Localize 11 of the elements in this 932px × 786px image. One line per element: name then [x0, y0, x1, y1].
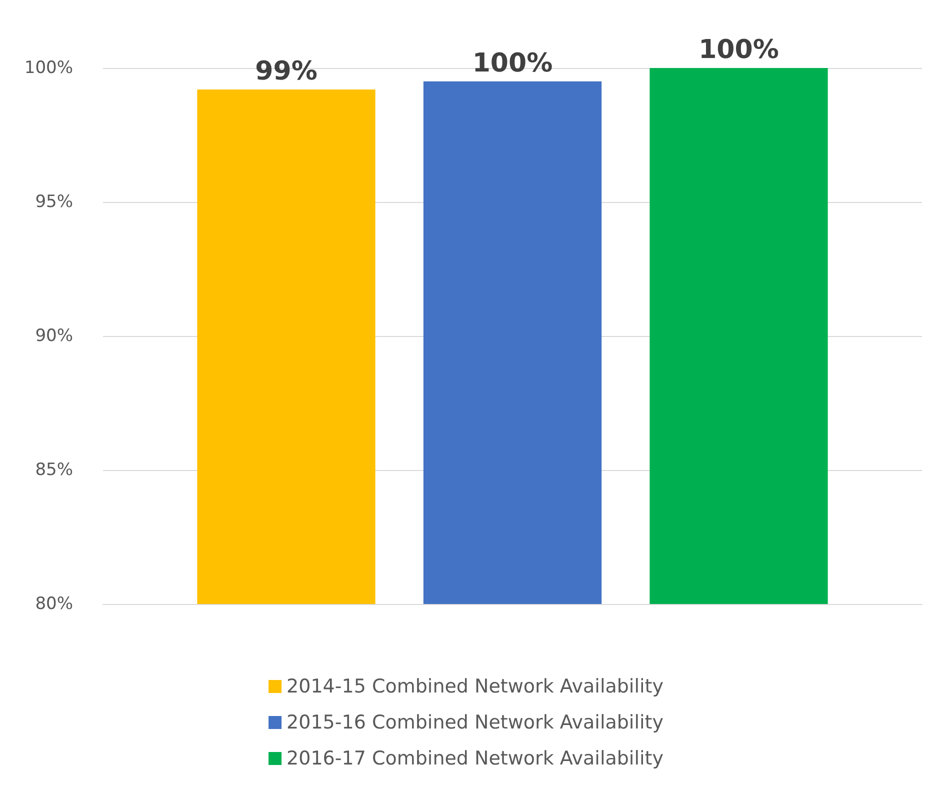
data-label: 100% — [698, 35, 779, 65]
data-label: 99% — [255, 56, 318, 86]
y-tick-label: 80% — [35, 594, 73, 614]
y-tick-label: 90% — [35, 326, 73, 346]
data-label: 100% — [472, 48, 553, 78]
y-tick-label: 100% — [24, 58, 73, 78]
legend-label: 2016-17 Combined Network Availability — [286, 748, 664, 770]
legend-label: 2014-15 Combined Network Availability — [286, 676, 664, 698]
y-tick-label: 85% — [35, 460, 73, 480]
y-tick-label: 95% — [35, 192, 73, 212]
legend-label: 2015-16 Combined Network Availability — [286, 712, 664, 734]
